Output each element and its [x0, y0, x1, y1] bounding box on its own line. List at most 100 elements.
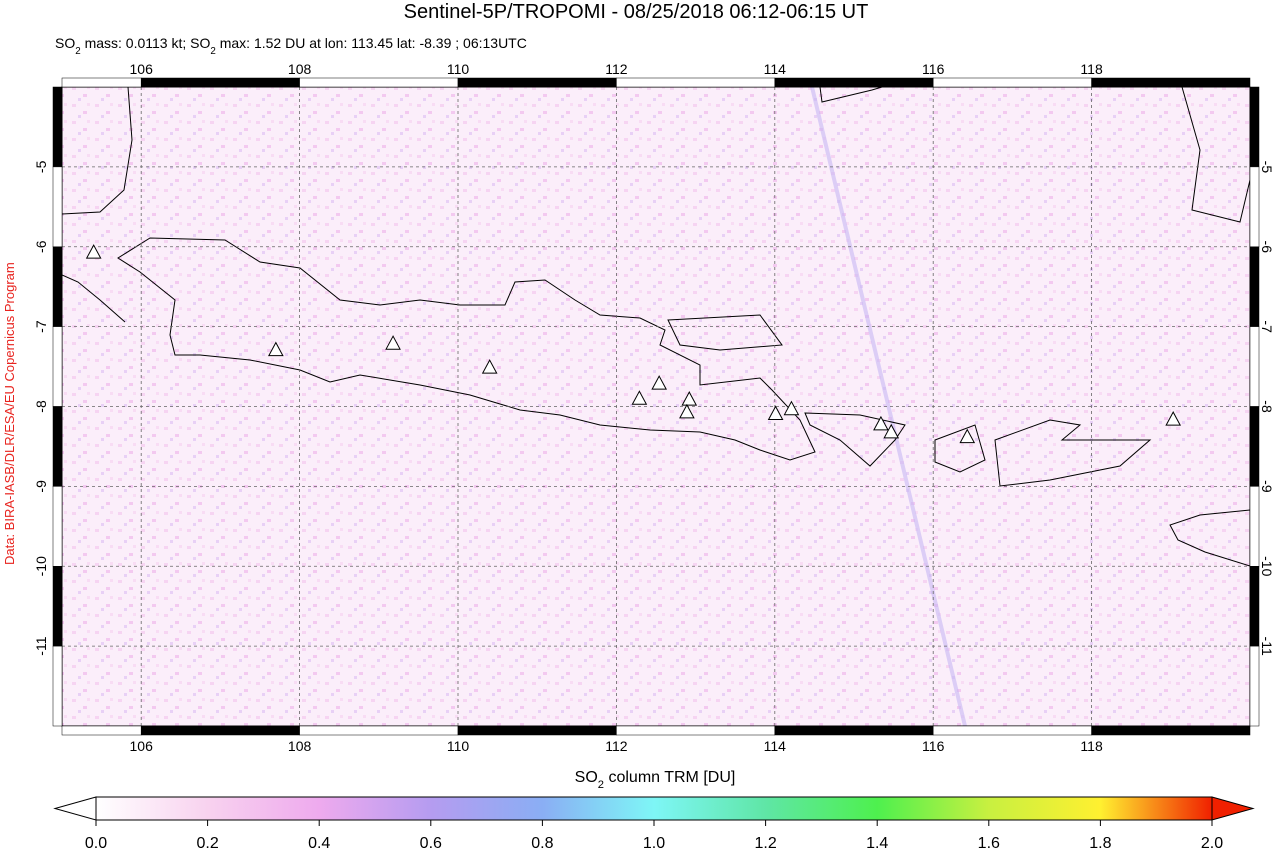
volcano	[679, 403, 695, 419]
border-band	[457, 77, 617, 88]
y-tick-label: -5	[1259, 161, 1272, 174]
volcano	[681, 391, 698, 406]
border-band	[52, 566, 63, 647]
colorbar-tick-label: 1.8	[1089, 835, 1111, 852]
border-band	[932, 77, 1092, 88]
x-tick-label: 114	[764, 61, 787, 77]
volcano	[631, 390, 648, 405]
border-band	[1249, 86, 1260, 168]
border-band	[932, 725, 1092, 736]
y-tick-label: -8	[1259, 400, 1272, 413]
border-band	[140, 77, 300, 88]
x-tick-label: 110	[447, 61, 470, 77]
border-band	[616, 77, 776, 88]
text-part: max: 1.52 DU at lon: 113.45 lat: -8.39 ;…	[216, 35, 527, 51]
volcano-layer	[85, 244, 1182, 444]
title: Sentinel-5P/TROPOMI - 08/25/2018 06:12-0…	[404, 1, 869, 23]
colorbar-over	[1211, 796, 1255, 821]
border-band	[140, 725, 300, 736]
y-tick-label: -6	[33, 240, 49, 253]
y-tick-label: -11	[33, 636, 49, 655]
border-band	[1249, 246, 1260, 327]
border-band	[299, 77, 459, 88]
border-band	[774, 77, 934, 88]
y-tick-label: -9	[33, 480, 49, 493]
x-tick-label: 112	[605, 61, 628, 77]
colorbar: 0.0 0.2 0.4 0.6 0.8 1.0 1.2 1.4 1.6 1.8 2.0	[53, 796, 1255, 852]
x-tick-label: 118	[1080, 61, 1103, 77]
border-band	[52, 246, 63, 327]
subscript: 2	[210, 46, 215, 57]
x-tick-label: 114	[764, 738, 787, 754]
border-band	[61, 77, 142, 88]
swath-edge	[810, 87, 967, 726]
border-band	[616, 725, 776, 736]
border-band	[457, 725, 617, 736]
x-tick-label: 106	[130, 61, 154, 77]
y-tick-label: -10	[1259, 556, 1272, 576]
x-tick-label: 106	[130, 738, 154, 754]
border-band	[1249, 326, 1260, 407]
colorbar-tick-label: 2.0	[1201, 835, 1223, 852]
subtitle: SO2 mass: 0.0113 kt; SO2 max: 1.52 DU at…	[55, 35, 527, 57]
colorbar-tick-label: 1.4	[866, 835, 888, 852]
volcano	[883, 423, 900, 439]
volcano	[85, 244, 102, 259]
border-band	[774, 725, 934, 736]
map-border	[52, 77, 1260, 736]
volcano	[651, 375, 668, 390]
text-part: SO	[55, 35, 75, 51]
volcano	[873, 415, 889, 431]
border-band	[1249, 566, 1260, 647]
border-band	[52, 166, 63, 247]
subscript: 2	[598, 779, 604, 791]
y-tick-label: -11	[1259, 637, 1272, 656]
x-tick-label: 112	[605, 738, 628, 754]
colorbar-tick-label: 1.2	[754, 835, 776, 852]
text-part: mass: 0.0113 kt; SO	[81, 35, 211, 51]
colorbar-tick-label: 0.8	[531, 835, 553, 852]
y-tick-label: -7	[33, 320, 49, 333]
x-tick-label: 108	[288, 61, 312, 77]
border-band	[52, 86, 63, 168]
border-band	[299, 725, 459, 736]
axis-labels: 106 106 108 108 110 110 112 112 114 114 116 116 118 1…	[33, 61, 1272, 754]
y-tick-label: -10	[33, 556, 49, 576]
border-band	[1091, 77, 1251, 88]
y-tick-label: -9	[1259, 480, 1272, 493]
volcano	[959, 428, 976, 444]
map-area	[62, 87, 1250, 726]
y-tick-label: -5	[33, 160, 49, 173]
x-tick-label: 118	[1080, 738, 1103, 754]
colorbar-tick-label: 1.0	[643, 835, 665, 852]
volcano	[1165, 411, 1182, 426]
colorbar-under	[53, 796, 97, 821]
volcano	[268, 341, 284, 357]
volcano	[783, 400, 800, 416]
border-band	[52, 486, 63, 567]
border-band	[52, 326, 63, 407]
volcano	[481, 359, 498, 374]
x-tick-label: 108	[288, 738, 312, 754]
y-tick-label: -6	[1259, 241, 1272, 254]
y-tick-label: -7	[1259, 320, 1272, 333]
volcano	[767, 405, 784, 420]
border-band	[52, 406, 63, 487]
volcano	[385, 335, 401, 350]
side-note: Data: BIRA-IASB/DLR/ESA/EU Copernicus Pr…	[2, 262, 17, 565]
colorbar-tick-label: 1.6	[978, 835, 1000, 852]
colorbar-bar	[95, 796, 1213, 821]
colorbar-tick-label: 0.4	[308, 835, 330, 852]
border-band	[1249, 645, 1260, 727]
border-band	[1249, 406, 1260, 487]
colorbar-tick-label: 0.2	[196, 835, 218, 852]
border-band	[61, 725, 142, 736]
y-tick-label: -8	[33, 400, 49, 413]
border-band	[1249, 486, 1260, 567]
text-part: column TRM [DU]	[604, 769, 735, 786]
subscript: 2	[75, 46, 80, 57]
colorbar-tick-label: 0.6	[420, 835, 442, 852]
border-band	[52, 645, 63, 727]
x-tick-label: 116	[922, 61, 945, 77]
